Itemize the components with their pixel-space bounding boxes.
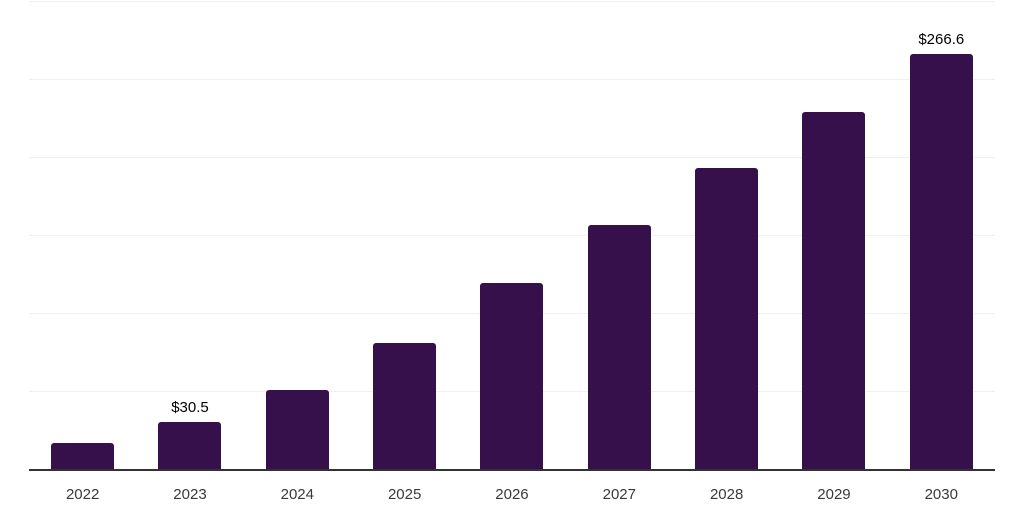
bar-slot-2026 <box>458 2 565 470</box>
gridline-150 <box>29 235 995 236</box>
bar-slot-2023: $30.5 <box>136 2 243 470</box>
bar-slot-2025 <box>351 2 458 470</box>
bar-value-label-2023: $30.5 <box>171 399 209 417</box>
bar-slot-2022 <box>29 2 136 470</box>
x-tick-2028: 2028 <box>709 486 744 503</box>
x-tick-2023: 2023 <box>173 486 207 503</box>
bar-2024 <box>265 389 329 470</box>
bar-value-label-2030: $266.6 <box>918 31 965 49</box>
bar-slot-2030: $266.6 <box>888 2 995 470</box>
gridline-200 <box>29 157 995 158</box>
bar-2026 <box>480 282 544 470</box>
bar-slot-2029 <box>780 2 887 470</box>
bar-2027 <box>587 224 651 470</box>
x-tick-2026: 2026 <box>495 486 529 503</box>
x-tick-2024: 2024 <box>280 486 314 503</box>
x-axis-labels: 2022 2023 2024 2025 2026 2027 2028 2029 2030 <box>29 481 995 503</box>
x-tick-2022: 2022 <box>65 486 100 503</box>
x-tick-2027: 2027 <box>602 486 636 503</box>
bar-2022 <box>51 443 115 470</box>
bar-slot-2027 <box>566 2 673 470</box>
x-tick-2025: 2025 <box>387 486 422 503</box>
bar-2029 <box>802 111 866 470</box>
x-axis-line <box>29 469 995 471</box>
bar-2023 <box>158 422 222 470</box>
plot-area: $30.5 $266.6 <box>29 1 995 470</box>
bar-2025 <box>373 343 437 470</box>
bar-slot-2028 <box>673 2 780 470</box>
x-tick-2029: 2029 <box>817 486 851 503</box>
gridline-250 <box>29 79 995 80</box>
bar-2028 <box>695 167 759 470</box>
gridline-300 <box>29 1 995 2</box>
bar-slot-2024 <box>244 2 351 470</box>
x-tick-2030: 2030 <box>924 486 958 503</box>
bar-2030 <box>909 54 973 470</box>
